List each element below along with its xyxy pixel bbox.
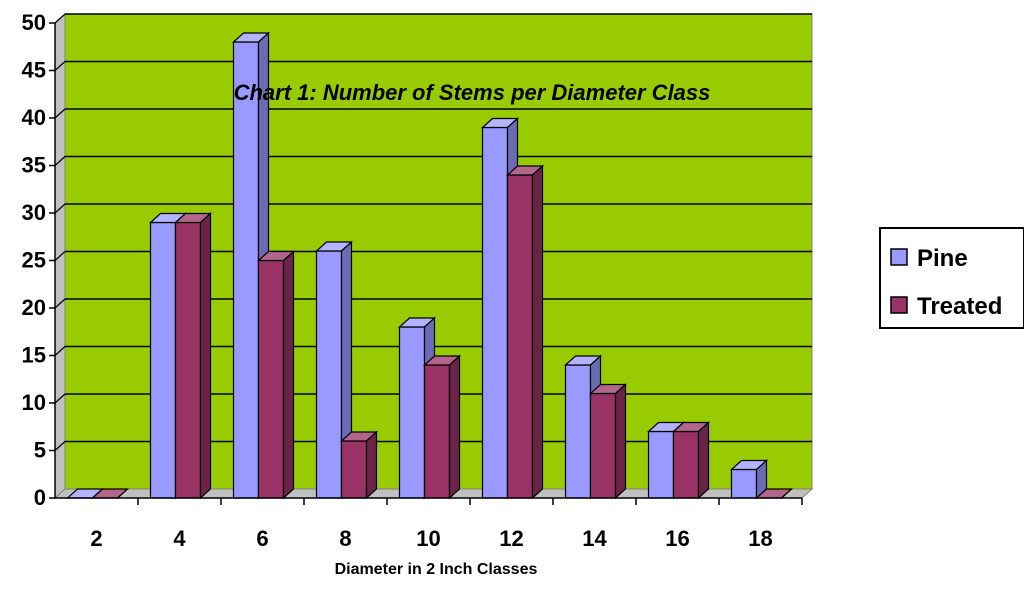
bar-front [174, 221, 202, 499]
bar-front [589, 392, 617, 499]
bar-front [149, 221, 177, 499]
bar-side [697, 421, 710, 500]
bar-front [257, 259, 285, 499]
y-tick-label: 15 [22, 343, 46, 368]
bar-front [730, 468, 758, 499]
bar-front [232, 41, 260, 499]
bar-front [506, 174, 534, 499]
gridline-side [54, 13, 66, 24]
legend: Pine Treated [879, 227, 1024, 329]
bar-side [531, 164, 544, 500]
legend-label-treated: Treated [917, 293, 1002, 320]
bar-side [282, 250, 295, 500]
gridline-side [54, 298, 66, 309]
axes: 0 5 10 15 20 25 30 35 40 45 50 2 4 6 8 10 12 14 16 18 [22, 10, 803, 551]
bar-treated-2 [90, 488, 130, 499]
gridline-side [54, 251, 66, 261]
y-tick-label: 20 [22, 295, 46, 320]
bar-treated-6 [256, 250, 296, 500]
bar-front [340, 440, 368, 499]
gridline-side [54, 156, 66, 166]
x-tick-label: 8 [339, 526, 351, 551]
gridline-side [54, 393, 66, 404]
bar-front [481, 126, 509, 499]
y-tick-label: 10 [22, 390, 46, 415]
bar-side [117, 488, 128, 499]
bar-treated-10 [422, 354, 462, 500]
x-axis-title: Diameter in 2 Inch Classes [335, 561, 538, 578]
bar-treated-4 [173, 212, 213, 500]
gridline-side [54, 203, 66, 214]
gridline-side [54, 346, 66, 356]
bar-front [647, 430, 675, 499]
bar-treated-8 [339, 430, 379, 500]
y-tick-label: 40 [22, 105, 46, 130]
x-tick-label: 6 [256, 526, 268, 551]
bar-side [614, 383, 627, 500]
gridline-side [54, 108, 66, 119]
legend-swatch-pine [890, 248, 908, 266]
bar-side [365, 430, 378, 500]
y-tick-label: 0 [34, 485, 46, 510]
chart-title: Chart 1: Number of Stems per Diameter Cl… [234, 80, 711, 105]
bar-side [199, 212, 212, 500]
x-tick-label: 10 [416, 526, 440, 551]
bar-front [672, 430, 700, 499]
bar-treated-14 [588, 383, 628, 500]
y-tick-label: 25 [22, 248, 46, 273]
y-tick-label: 45 [22, 58, 46, 83]
bar-front [423, 364, 451, 499]
legend-swatch-treated [890, 296, 908, 314]
gridline-side [54, 441, 66, 451]
bar-treated-12 [505, 164, 545, 500]
x-tick-label: 12 [499, 526, 523, 551]
x-tick-label: 2 [90, 526, 102, 551]
y-tick-label: 50 [22, 10, 46, 35]
x-tick-label: 4 [173, 526, 186, 551]
bar-side [781, 488, 792, 499]
bar-front [315, 250, 343, 499]
gridline-side [54, 61, 66, 71]
bar-treated-16 [671, 421, 711, 500]
bar-pine-18 [729, 459, 769, 500]
y-tick-label: 5 [34, 438, 46, 463]
y-tick-label: 35 [22, 153, 46, 178]
x-tick-label: 16 [665, 526, 689, 551]
bar-front [564, 364, 592, 499]
x-tick-label: 14 [582, 526, 607, 551]
bar-side [448, 354, 461, 500]
x-tick-label: 18 [748, 526, 772, 551]
bar-front [398, 326, 426, 499]
legend-label-pine: Pine [917, 245, 968, 272]
y-tick-label: 30 [22, 200, 46, 225]
